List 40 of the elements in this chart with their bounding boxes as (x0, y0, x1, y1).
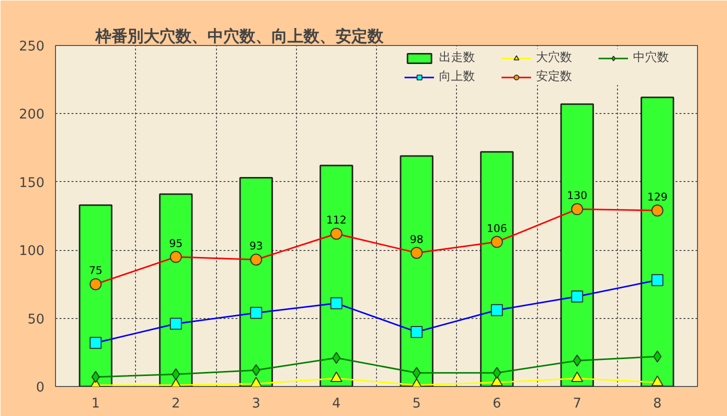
x-tick-label: 7 (572, 396, 582, 412)
x-tick-label: 2 (172, 396, 180, 412)
legend-label: 出走数 (439, 49, 476, 66)
x-tick-label: 5 (412, 396, 421, 412)
bar (640, 96, 674, 386)
data-label: 130 (566, 189, 588, 202)
y-tick-label: 0 (36, 380, 45, 396)
x-tick-label: 1 (91, 396, 100, 412)
bar (78, 204, 112, 386)
x-tick-label: 4 (332, 396, 341, 412)
data-label: 98 (410, 232, 424, 246)
legend-label: 向上数 (439, 68, 476, 85)
data-label: 112 (326, 214, 347, 227)
y-tick-label: 250 (19, 40, 45, 54)
point (330, 371, 342, 382)
y-tick-label: 150 (19, 176, 45, 191)
bar (320, 164, 354, 386)
chart-title: 枠番別大穴数、中穴数、向上数、安定数 (94, 26, 384, 46)
legend-label: 安定数 (536, 68, 573, 85)
legend-label: 中穴数 (633, 49, 670, 66)
bar (239, 177, 273, 386)
bar (480, 151, 514, 386)
bar (400, 155, 434, 386)
x-tick-label: 8 (653, 396, 662, 412)
y-tick-label: 100 (19, 244, 45, 260)
data-label: 93 (249, 240, 263, 253)
y-tick-label: 50 (28, 312, 45, 328)
bar (159, 193, 193, 386)
data-label: 106 (486, 222, 508, 235)
point (571, 371, 584, 382)
bar (560, 103, 594, 386)
point (651, 376, 664, 386)
data-label: 75 (88, 264, 102, 278)
point (490, 376, 503, 386)
x-tick-label: 3 (252, 396, 260, 412)
legend-label: 大穴数 (536, 49, 573, 66)
data-label: 95 (169, 236, 183, 250)
data-label: 129 (647, 190, 668, 204)
y-tick-label: 200 (19, 108, 45, 123)
x-tick-label: 6 (492, 396, 502, 412)
